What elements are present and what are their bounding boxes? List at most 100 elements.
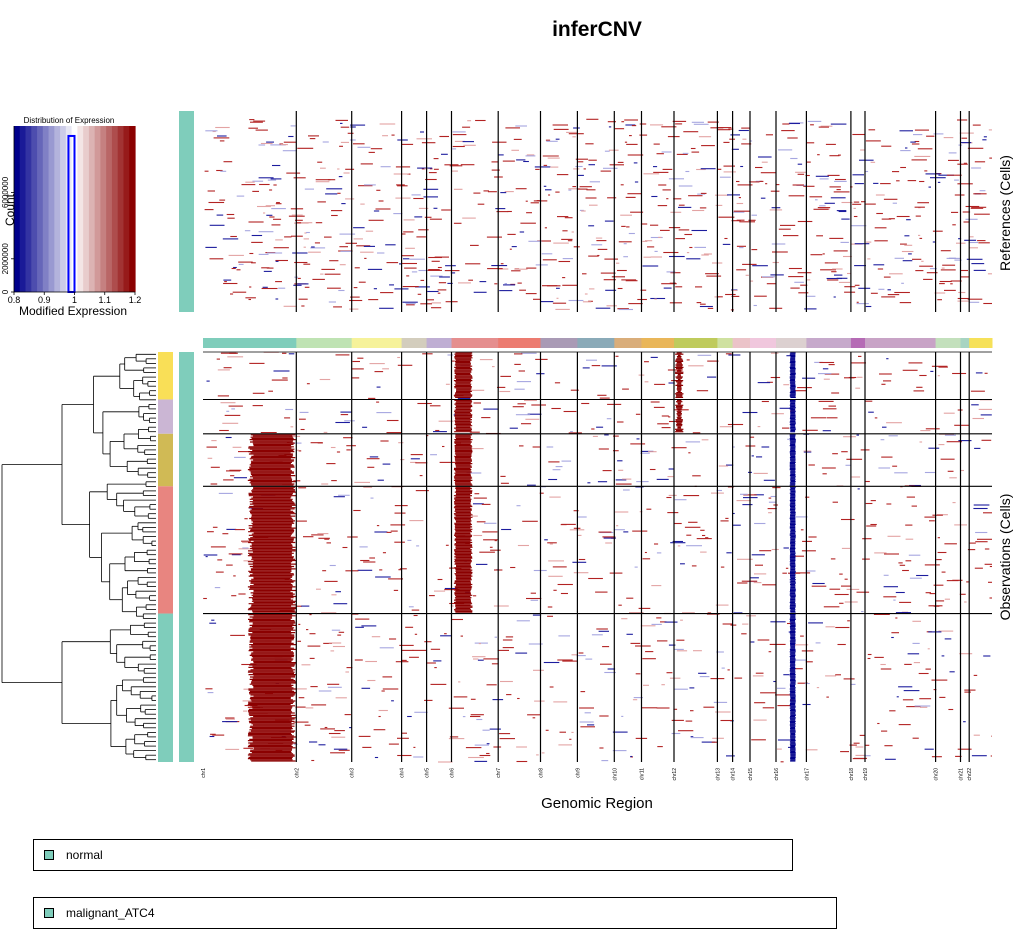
histogram-y-tick-label: 2000000 (1, 243, 10, 275)
histogram-y-tick-label: 0 (1, 289, 10, 294)
legend-normal: normal (33, 839, 793, 871)
chromosome-tick-chr18: chr18 (849, 768, 855, 781)
gradient-band (37, 126, 44, 292)
chromosome-tick-chr2: chr2 (294, 768, 300, 778)
chromosome-tick-chr17: chr17 (804, 768, 810, 781)
histogram-x-tick-label: 1 (72, 295, 77, 305)
histogram-xlabel: Modified Expression (19, 304, 127, 318)
chromosome-color-chr1 (203, 338, 297, 348)
chromosome-color-chr2 (296, 338, 353, 348)
gradient-band (106, 126, 113, 292)
chromosome-color-chr20 (935, 338, 962, 348)
histogram-x-tick-label: 1.2 (129, 295, 142, 305)
gradient-band (117, 126, 125, 292)
chromosome-color-chr21 (960, 338, 970, 348)
chromosome-tick-chr10: chr10 (612, 768, 618, 781)
reference-label: References (Cells) (997, 155, 1013, 271)
chromosome-tick-chr8: chr8 (539, 768, 545, 778)
chromosome-tick-chr12: chr12 (672, 768, 678, 781)
gradient-band (83, 126, 90, 292)
chromosome-color-bar (203, 338, 993, 348)
histogram-ylabel: Count (3, 193, 17, 226)
gradient-band (25, 126, 32, 292)
chromosome-color-chr6 (451, 338, 499, 348)
chromosome-tick-chr22: chr22 (967, 768, 973, 781)
chromosome-tick-chr11: chr11 (640, 768, 646, 780)
legend-malignant: malignant_ATC4 (33, 897, 837, 929)
chromosome-tick-chr6: chr6 (450, 768, 456, 778)
observation-dendrogram (1, 353, 156, 761)
histogram-x-tick-label: 1.1 (98, 295, 111, 305)
observation-group-1 (158, 352, 173, 400)
chromosome-tick-chr15: chr15 (748, 768, 754, 781)
chromosome-color-chr22 (969, 338, 993, 348)
gradient-band (111, 126, 119, 292)
chromosome-color-chr3 (351, 338, 403, 348)
chromosome-tick-chr19: chr19 (863, 768, 869, 781)
chromosome-color-chr19 (865, 338, 937, 348)
chromosome-tick-chr13: chr13 (715, 768, 721, 781)
chromosome-color-chr7 (498, 338, 542, 348)
gradient-band (48, 126, 55, 292)
chromosome-tick-chr4: chr4 (400, 768, 406, 778)
reference-heatmap (204, 111, 992, 312)
gradient-band (42, 126, 50, 292)
heatmap-xlabel: Genomic Region (541, 795, 653, 812)
observation-heatmap (203, 351, 992, 763)
observation-annotation-bar (179, 352, 194, 762)
chromosome-tick-chr3: chr3 (350, 768, 356, 778)
chromosome-color-chr11 (641, 338, 675, 348)
chromosome-tick-chr5: chr5 (425, 768, 431, 778)
figure-title: inferCNV (552, 18, 642, 41)
gradient-band (31, 126, 38, 292)
chromosome-tick-chr14: chr14 (731, 768, 737, 781)
chromosome-tick-chr20: chr20 (934, 768, 940, 781)
chromosome-color-chr12 (674, 338, 718, 348)
observation-group-5 (158, 613, 173, 762)
histogram-axes: 0.8 0.9 1 1.1 1.2 0 2000000 6000000 (1, 126, 141, 305)
chromosome-color-chr15 (749, 338, 777, 348)
histogram-x-tick-label: 0.8 (8, 295, 21, 305)
gradient-band (88, 126, 96, 292)
gradient-band (129, 126, 136, 292)
chromosome-color-chr17 (806, 338, 852, 348)
chromosome-tick-labels: chr1 chr2 chr3 chr4 chr5 chr6 chr7 chr8 chr9 chr1… (201, 768, 973, 781)
histogram-title: Distribution of Expression (24, 116, 115, 125)
chromosome-color-chr9 (577, 338, 615, 348)
observation-annotation-swatch (179, 352, 194, 762)
chromosome-color-chr14 (732, 338, 751, 348)
chromosome-tick-chr16: chr16 (774, 768, 780, 781)
gradient-band (19, 126, 27, 292)
observation-group-3 (158, 433, 173, 487)
chromosome-color-chr18 (850, 338, 866, 348)
chromosome-color-chr10 (614, 338, 642, 348)
gradient-band (54, 126, 61, 292)
chromosome-color-chr5 (426, 338, 453, 348)
gradient-band (77, 126, 84, 292)
chromosome-color-chr8 (540, 338, 578, 348)
chromosome-color-chr4 (401, 338, 428, 348)
reference-annotation-bar (179, 111, 194, 312)
observation-group-2 (158, 399, 173, 434)
observation-group-4 (158, 486, 173, 614)
observation-group-bar (158, 352, 173, 762)
chromosome-color-chr13 (717, 338, 734, 348)
gradient-band (94, 126, 102, 292)
gradient-band (123, 126, 130, 292)
chromosome-tick-chr7: chr7 (496, 768, 502, 778)
histogram-x-tick-label: 0.9 (38, 295, 51, 305)
chromosome-tick-chr9: chr9 (575, 768, 581, 778)
chromosome-color-chr16 (776, 338, 807, 348)
legend-label-malignant: malignant_ATC4 (66, 906, 155, 920)
histogram-y-tick-label: 6000000 (1, 176, 10, 208)
gradient-band (60, 126, 67, 292)
reference-annotation-swatch (179, 111, 194, 312)
gradient-band (100, 126, 107, 292)
legend-swatch-normal (44, 850, 54, 860)
gradient-band (14, 126, 21, 292)
observation-label: Observations (Cells) (997, 494, 1013, 621)
legend-label-normal: normal (66, 848, 103, 862)
chromosome-tick-chr21: chr21 (959, 768, 965, 781)
legend-swatch-malignant (44, 908, 54, 918)
